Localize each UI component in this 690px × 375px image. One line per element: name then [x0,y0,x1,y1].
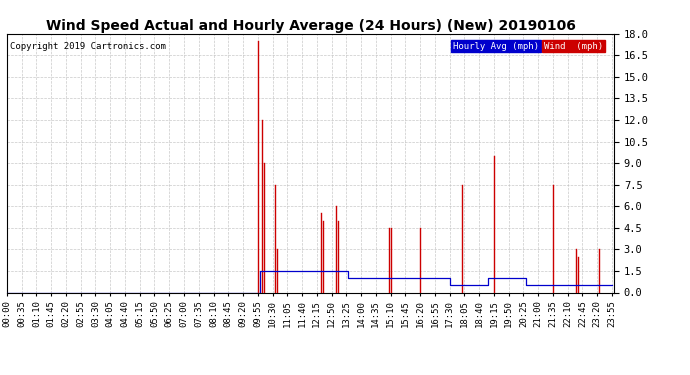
Title: Wind Speed Actual and Hourly Average (24 Hours) (New) 20190106: Wind Speed Actual and Hourly Average (24… [46,19,575,33]
Text: Wind  (mph): Wind (mph) [544,42,603,51]
Text: Copyright 2019 Cartronics.com: Copyright 2019 Cartronics.com [10,42,166,51]
Text: Hourly Avg (mph): Hourly Avg (mph) [453,42,539,51]
